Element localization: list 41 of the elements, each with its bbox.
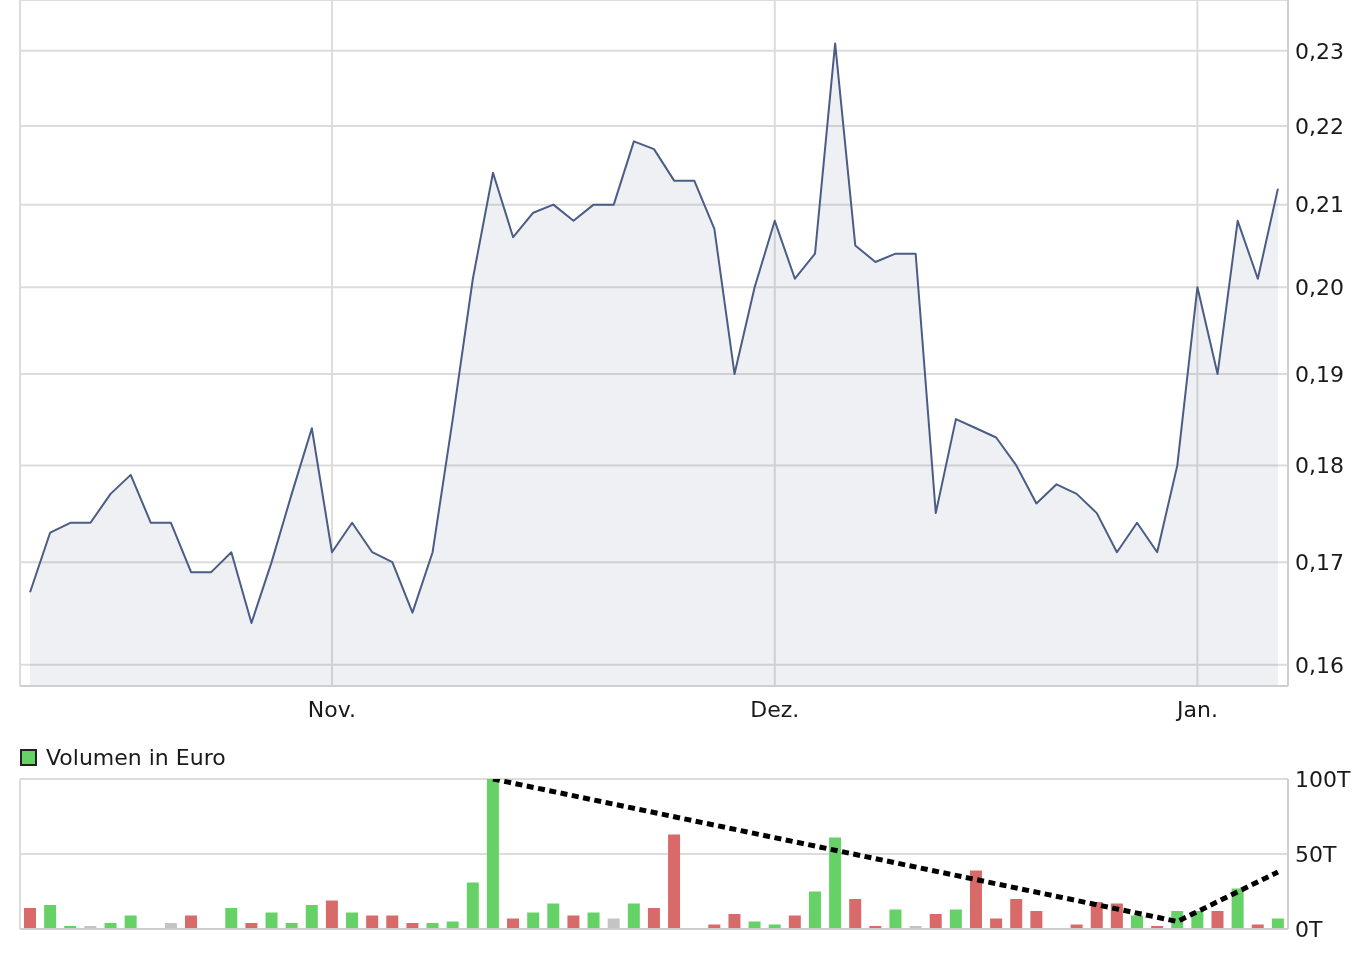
bar [647, 908, 660, 929]
bar [1010, 899, 1023, 929]
y-tick-label: 0,19 [1295, 361, 1344, 387]
bar [346, 912, 359, 929]
bar [265, 912, 278, 929]
y-tick-label: 0,18 [1295, 453, 1344, 479]
y-tick-label: 0,23 [1295, 38, 1344, 64]
bar [486, 779, 499, 929]
legend-label: Volumen in Euro [46, 745, 226, 770]
bar [325, 900, 338, 929]
bar [44, 905, 57, 929]
y-tick-label: 100T [1295, 766, 1351, 792]
bar [305, 905, 318, 929]
y-tick-label: 0,21 [1295, 192, 1344, 218]
x-tick-label: Nov. [307, 696, 357, 722]
x-tick-label: Jan. [1174, 696, 1218, 722]
bar [587, 912, 600, 929]
bar [889, 909, 902, 929]
bar [1211, 911, 1224, 929]
bar [929, 914, 942, 929]
y-tick-label: 0,22 [1295, 113, 1344, 139]
bar [547, 903, 560, 929]
y-tick-label: 50T [1295, 841, 1337, 867]
bar [24, 908, 36, 929]
bar [627, 903, 640, 929]
bar [829, 837, 842, 929]
bar [949, 909, 962, 929]
bar [969, 870, 982, 929]
x-tick-label: Dez. [750, 696, 800, 722]
bar [225, 908, 238, 929]
y-tick-label: 0,17 [1295, 549, 1344, 575]
bar [808, 891, 821, 929]
bar [668, 834, 681, 929]
bar [527, 912, 540, 929]
bar [466, 882, 479, 929]
bar [728, 914, 741, 929]
bar [1030, 911, 1043, 929]
y-tick-label: 0,20 [1295, 275, 1344, 300]
bar [849, 899, 862, 929]
y-tick-label: 0T [1295, 916, 1323, 942]
y-tick-label: 0,16 [1295, 652, 1344, 678]
